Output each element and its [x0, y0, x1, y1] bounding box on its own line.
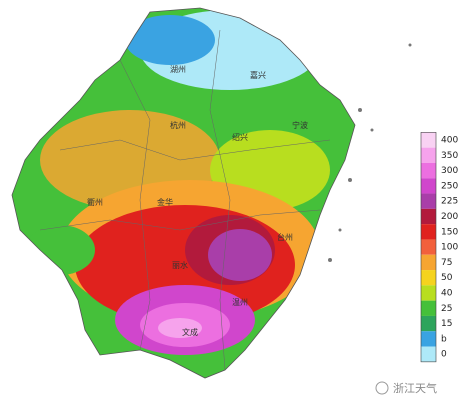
legend-swatch: [421, 315, 436, 332]
place-label: 文成: [182, 327, 198, 337]
place-label: 金华: [157, 197, 173, 207]
province-border: [11, 7, 356, 379]
place-label: 湖州: [170, 65, 186, 74]
legend-label: 300: [441, 166, 458, 176]
legend-label: 400: [441, 136, 458, 146]
legend: 400 350 300 250 225 200 150 100 75 50 40 25 15 b 0: [420, 132, 458, 363]
legend-swatch: [421, 346, 436, 362]
legend-label: 250: [441, 181, 458, 191]
watermark-text: 浙江天气: [393, 381, 437, 395]
watermark-icon: [375, 381, 389, 395]
legend-label: 40: [441, 289, 453, 299]
place-label: 杭州: [170, 120, 186, 130]
legend-swatch: [421, 208, 436, 225]
legend-swatch: [421, 193, 436, 209]
legend-label: 350: [441, 151, 458, 161]
islands: [328, 43, 412, 262]
rain-field: [12, 8, 355, 378]
place-label: 绍兴: [232, 132, 248, 142]
legend-label: 15: [441, 319, 452, 329]
legend-label: 0: [441, 350, 447, 360]
legend-swatch: [421, 331, 436, 347]
legend-swatch: [421, 270, 436, 286]
place-label: 丽水: [172, 260, 188, 270]
legend-label: 225: [441, 197, 458, 207]
place-label: 宁波: [292, 120, 308, 130]
legend-label: 50: [441, 273, 453, 283]
legend-label: 100: [441, 243, 458, 253]
legend-swatch: [421, 162, 436, 179]
legend-label: 75: [441, 258, 452, 268]
watermark: 浙江天气: [375, 381, 437, 395]
legend-label: b: [441, 334, 447, 344]
legend-swatch: [421, 254, 436, 271]
place-label: 台州: [277, 232, 293, 242]
legend-swatch: [421, 147, 436, 163]
legend-swatch: [421, 285, 436, 301]
place-label: 衢州: [87, 197, 103, 207]
legend-swatch: [421, 178, 436, 194]
legend-label: 200: [441, 212, 458, 222]
legend-label: 150: [441, 227, 458, 237]
place-label: 温州: [232, 298, 248, 307]
county-borders: [39, 29, 331, 371]
place-label: 嘉兴: [250, 70, 266, 80]
legend-swatch: [421, 224, 436, 240]
legend-frame: [420, 132, 437, 363]
legend-swatch: [421, 132, 436, 148]
legend-swatch: [421, 239, 436, 255]
legend-label: 25: [441, 304, 452, 314]
legend-swatch: [421, 300, 436, 316]
